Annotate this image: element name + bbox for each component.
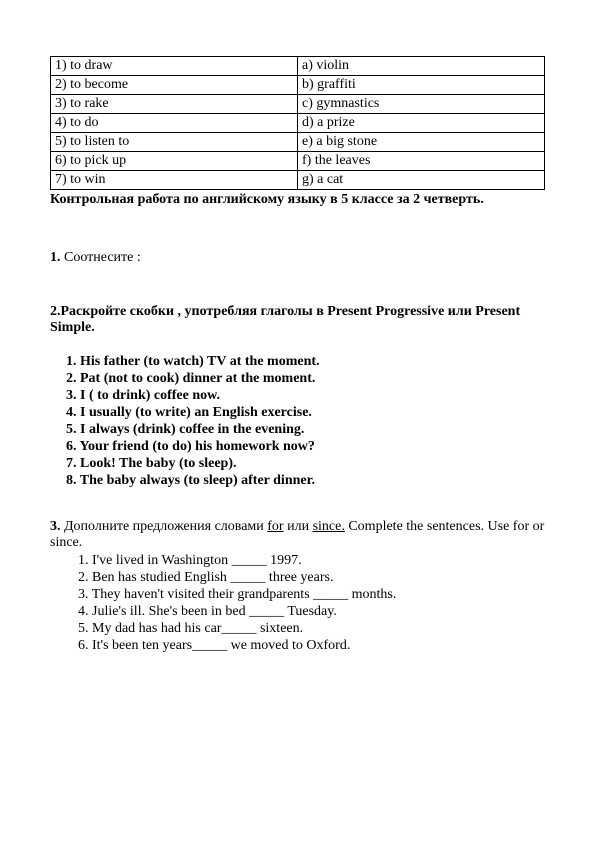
list-item: 2. Pat (not to cook) dinner at the momen… <box>66 371 545 387</box>
list-item: 2. Ben has studied English _____ three y… <box>78 570 545 586</box>
task-3-number: 3. <box>50 519 61 534</box>
list-item: 5. My dad has had his car_____ sixteen. <box>78 621 545 637</box>
cell-left: 7) to win <box>51 171 298 190</box>
list-item: 3. They haven't visited their grandparen… <box>78 587 545 603</box>
cell-right: c) gymnastics <box>298 95 545 114</box>
cell-left: 6) to pick up <box>51 152 298 171</box>
cell-left: 1) to draw <box>51 57 298 76</box>
cell-right: e) a big stone <box>298 133 545 152</box>
table-row: 1) to draw a) violin <box>51 57 545 76</box>
cell-right: a) violin <box>298 57 545 76</box>
matching-table: 1) to draw a) violin 2) to become b) gra… <box>50 56 545 190</box>
task-3-items: 1. I've lived in Washington _____ 1997. … <box>50 553 545 654</box>
task-3: 3. Дополните предложения словами for или… <box>50 519 545 654</box>
table-row: 4) to do d) a prize <box>51 114 545 133</box>
list-item: 6. It's been ten years_____ we moved to … <box>78 638 545 654</box>
task-1: 1. Соотнесите : <box>50 250 545 266</box>
table-row: 3) to rake c) gymnastics <box>51 95 545 114</box>
cell-right: b) graffiti <box>298 76 545 95</box>
list-item: 4. Julie's ill. She's been in bed _____ … <box>78 604 545 620</box>
worksheet-title: Контрольная работа по английскому языку … <box>50 192 545 208</box>
task-2-intro-line-2: Simple. <box>50 320 545 336</box>
table-row: 7) to win g) a cat <box>51 171 545 190</box>
cell-left: 3) to rake <box>51 95 298 114</box>
worksheet-page: 1) to draw a) violin 2) to become b) gra… <box>0 0 595 715</box>
list-item: 4. I usually (to write) an English exerc… <box>66 405 545 421</box>
list-item: 1. His father (to watch) TV at the momen… <box>66 354 545 370</box>
list-item: 8. The baby always (to sleep) after dinn… <box>66 473 545 489</box>
task-2-intro: 2.Раскройте скобки , употребляя глаголы … <box>50 304 545 336</box>
list-item: 3. I ( to drink) coffee now. <box>66 388 545 404</box>
list-item: 6. Your friend (to do) his homework now? <box>66 439 545 455</box>
table-row: 6) to pick up f) the leaves <box>51 152 545 171</box>
task-1-number: 1. <box>50 250 61 265</box>
table-row: 5) to listen to e) a big stone <box>51 133 545 152</box>
task-1-text: Соотнесите : <box>61 250 141 265</box>
cell-right: f) the leaves <box>298 152 545 171</box>
list-item: 1. I've lived in Washington _____ 1997. <box>78 553 545 569</box>
task-3-since: since. <box>313 519 345 534</box>
task-3-pre: Дополните предложения словами <box>61 519 268 534</box>
task-3-for: for <box>267 519 283 534</box>
list-item: 5. I always (drink) coffee in the evenin… <box>66 422 545 438</box>
task-2-intro-line-1: 2.Раскройте скобки , употребляя глаголы … <box>50 304 545 320</box>
cell-left: 5) to listen to <box>51 133 298 152</box>
cell-left: 4) to do <box>51 114 298 133</box>
table-row: 2) to become b) graffiti <box>51 76 545 95</box>
task-2-items: 1. His father (to watch) TV at the momen… <box>50 354 545 489</box>
task-3-mid: или <box>284 519 313 534</box>
cell-right: g) a cat <box>298 171 545 190</box>
list-item: 7. Look! The baby (to sleep). <box>66 456 545 472</box>
cell-right: d) a prize <box>298 114 545 133</box>
cell-left: 2) to become <box>51 76 298 95</box>
